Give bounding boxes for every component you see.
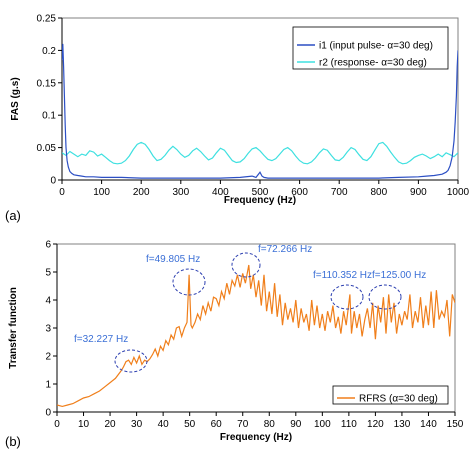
x-tick-label: 300 (172, 187, 189, 198)
x-tick-label: 120 (367, 419, 384, 430)
y-tick-label: 0.05 (37, 143, 57, 154)
x-tick-label: 0 (59, 187, 65, 198)
legend-entry: i1 (input pulse- α=30 deg) (319, 41, 433, 52)
x-tick-label: 60 (211, 419, 223, 430)
y-tick-label: 5 (45, 268, 51, 279)
panel-label: (b) (5, 434, 21, 449)
plot-area (56, 243, 456, 413)
peak-annotation: f=110.352 Hz (313, 270, 372, 281)
x-tick-label: 150 (447, 419, 464, 430)
x-tick-label: 900 (410, 187, 427, 198)
peak-annotation: f=32.227 Hz (74, 334, 128, 345)
y-tick-label: 0.15 (37, 78, 57, 89)
x-tick-label: 200 (133, 187, 150, 198)
x-axis-label: Frequency (Hz) (220, 432, 292, 443)
series-line-1 (62, 141, 458, 165)
x-tick-label: 40 (158, 419, 170, 430)
series-line-0 (62, 43, 458, 179)
x-tick-label: 90 (290, 419, 302, 430)
peak-annotation: f=49.805 Hz (146, 254, 200, 265)
y-axis-label: Transfer function (8, 287, 19, 369)
y-tick-label: 1 (45, 380, 51, 391)
panel-label: (a) (5, 208, 21, 223)
legend-box (292, 26, 449, 70)
x-tick-label: 400 (212, 187, 229, 198)
peak-marker-circle (330, 284, 364, 310)
peak-annotation: f=72.266 Hz (258, 244, 312, 255)
x-tick-label: 80 (264, 419, 276, 430)
y-tick-label: 0.2 (42, 46, 56, 57)
y-tick-label: 0.1 (42, 111, 56, 122)
peak-marker-circle (231, 252, 261, 278)
x-tick-label: 20 (105, 419, 117, 430)
y-tick-label: 0 (45, 408, 51, 419)
y-tick-label: 0.25 (37, 14, 57, 25)
peak-marker-circle (368, 284, 402, 310)
x-tick-label: 70 (237, 419, 249, 430)
x-tick-label: 10 (78, 419, 90, 430)
y-tick-label: 2 (45, 352, 51, 363)
series-line-0 (57, 264, 455, 408)
x-tick-label: 800 (370, 187, 387, 198)
x-tick-label: 100 (314, 419, 331, 430)
legend-box (332, 385, 449, 405)
legend-entry: RFRS (α=30 deg) (359, 394, 438, 405)
x-tick-label: 110 (341, 419, 357, 430)
x-tick-label: 50 (184, 419, 196, 430)
x-tick-label: 30 (131, 419, 143, 430)
x-tick-label: 1000 (447, 187, 470, 198)
y-tick-label: 6 (45, 240, 51, 251)
x-tick-label: 500 (252, 187, 269, 198)
x-tick-label: 140 (420, 419, 437, 430)
y-tick-label: 3 (45, 324, 51, 335)
x-tick-label: 600 (291, 187, 308, 198)
x-tick-label: 700 (331, 187, 348, 198)
y-axis-label: FAS (g.s) (10, 77, 21, 120)
legend-entry: r2 (response- α=30 deg) (319, 58, 427, 69)
x-axis-label: Frequency (Hz) (224, 195, 296, 206)
peak-annotation: f=125.00 Hz (372, 270, 426, 281)
y-tick-label: 0 (50, 176, 56, 187)
x-tick-label: 130 (394, 419, 411, 430)
peak-marker-circle (114, 349, 148, 373)
x-tick-label: 100 (93, 187, 110, 198)
x-tick-label: 0 (54, 419, 60, 430)
y-tick-label: 4 (45, 296, 51, 307)
peak-marker-circle (172, 268, 206, 296)
